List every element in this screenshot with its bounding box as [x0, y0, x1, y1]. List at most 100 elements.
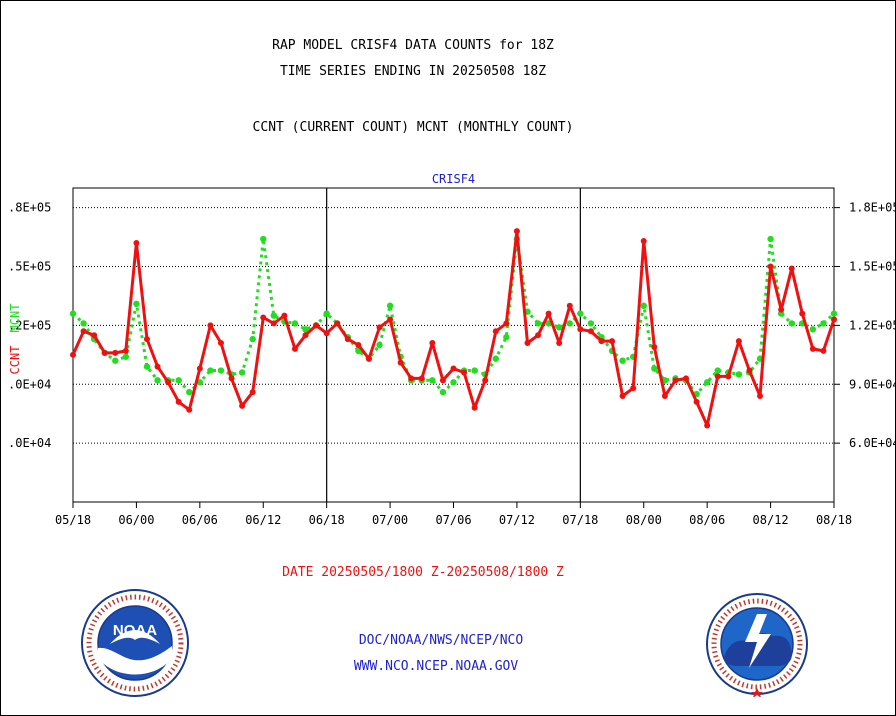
data-point-mcnt — [376, 341, 383, 349]
nco-website-link[interactable]: WWW.NCO.NCEP.NOAA.GOV — [353, 659, 519, 674]
data-point-ccnt — [397, 359, 404, 366]
data-point-mcnt — [788, 320, 795, 327]
data-point-mcnt — [291, 320, 299, 327]
data-point-ccnt — [313, 322, 320, 329]
data-point-ccnt — [323, 330, 330, 337]
data-point-ccnt — [291, 345, 298, 352]
data-point-ccnt — [217, 340, 224, 347]
x-tick-label: 07/06 — [435, 513, 471, 527]
data-point-ccnt — [566, 302, 573, 309]
data-point-ccnt — [260, 314, 267, 321]
data-point-ccnt — [788, 265, 795, 272]
data-point-mcnt — [154, 377, 161, 384]
data-point-ccnt — [471, 404, 478, 411]
y-tick-label-left: .5E+05 — [8, 260, 51, 274]
x-tick-label: 07/00 — [372, 513, 408, 527]
x-tick-label: 08/12 — [753, 513, 789, 527]
data-point-ccnt — [355, 342, 362, 348]
data-point-mcnt — [323, 310, 330, 317]
data-point-ccnt — [683, 375, 690, 382]
data-point-mcnt — [260, 235, 267, 243]
data-point-ccnt — [513, 228, 520, 235]
y-tick-label-right: 1.5E+05 — [849, 260, 896, 274]
y-tick-label-left: .2E+05 — [8, 318, 51, 332]
data-point-mcnt — [143, 363, 151, 370]
data-point-ccnt — [334, 320, 341, 327]
data-point-ccnt — [577, 326, 584, 333]
data-point-ccnt — [609, 338, 616, 345]
data-point-mcnt — [217, 367, 225, 374]
data-point-ccnt — [270, 320, 277, 327]
data-point-ccnt — [239, 402, 246, 409]
data-point-ccnt — [186, 406, 193, 413]
y-tick-label-right: 9.0E+04 — [849, 377, 896, 391]
data-point-mcnt — [587, 320, 595, 327]
y-axis-label-ccnt: CCNT — [8, 346, 22, 375]
data-point-ccnt — [70, 351, 76, 358]
noaa-logo: NOAA — [81, 589, 189, 697]
y-tick-label-left: .0E+04 — [8, 436, 51, 450]
x-tick-label: 07/12 — [499, 513, 535, 527]
data-point-ccnt — [587, 328, 594, 335]
data-point-ccnt — [492, 328, 499, 335]
data-point-ccnt — [482, 377, 489, 384]
data-point-ccnt — [365, 355, 372, 362]
data-point-ccnt — [735, 338, 742, 345]
data-point-ccnt — [524, 340, 531, 347]
data-point-mcnt — [577, 310, 584, 317]
nws-logo — [706, 593, 808, 697]
data-point-ccnt — [429, 340, 436, 347]
data-point-mcnt — [386, 302, 394, 309]
x-tick-label: 08/00 — [626, 513, 662, 527]
data-point-ccnt — [281, 312, 288, 319]
data-point-ccnt — [122, 347, 129, 354]
data-point-ccnt — [165, 379, 172, 386]
data-point-ccnt — [535, 332, 542, 339]
data-point-ccnt — [91, 332, 98, 339]
data-point-ccnt — [619, 393, 626, 400]
chart-title-line1: RAP MODEL CRISF4 DATA COUNTS for 18Z — [272, 38, 554, 53]
org-link[interactable]: DOC/NOAA/NWS/NCEP/NCO — [358, 633, 524, 648]
data-point-mcnt — [503, 333, 510, 341]
data-point-ccnt — [545, 310, 552, 317]
data-point-ccnt — [418, 375, 425, 382]
chart-title-line2: TIME SERIES ENDING IN 20250508 18Z — [279, 64, 547, 79]
data-point-ccnt — [249, 389, 256, 396]
data-point-ccnt — [175, 398, 182, 405]
x-tick-label: 06/12 — [245, 513, 281, 527]
data-point-ccnt — [112, 349, 119, 356]
data-point-ccnt — [228, 375, 235, 382]
data-point-ccnt — [820, 347, 827, 354]
data-point-ccnt — [757, 393, 764, 400]
data-point-ccnt — [80, 328, 87, 335]
data-point-mcnt — [735, 371, 743, 378]
data-point-ccnt — [344, 336, 351, 343]
y-tick-label-right: 1.2E+05 — [849, 318, 896, 332]
data-point-ccnt — [450, 365, 457, 372]
data-point-mcnt — [133, 300, 140, 307]
data-point-mcnt — [439, 388, 447, 396]
data-point-mcnt — [640, 302, 647, 309]
data-point-ccnt — [556, 340, 563, 347]
data-point-mcnt — [112, 357, 119, 364]
data-point-ccnt — [704, 422, 711, 429]
data-point-ccnt — [207, 322, 214, 329]
data-point-ccnt — [101, 349, 108, 356]
data-point-mcnt — [249, 335, 256, 343]
date-range-label: DATE 20250505/1800 Z-20250508/1800 Z — [282, 565, 564, 580]
data-point-ccnt — [809, 345, 816, 352]
data-point-mcnt — [566, 320, 573, 327]
x-tick-label: 06/06 — [182, 513, 218, 527]
data-point-ccnt — [439, 377, 446, 384]
data-point-mcnt — [820, 320, 827, 327]
data-point-ccnt — [767, 263, 774, 270]
data-point-mcnt — [69, 310, 77, 317]
y-tick-label-left: .0E+04 — [8, 377, 51, 391]
x-tick-label: 05/18 — [55, 513, 91, 527]
data-point-ccnt — [725, 373, 732, 380]
x-tick-label: 07/18 — [562, 513, 598, 527]
data-point-ccnt — [461, 369, 468, 376]
data-point-ccnt — [630, 385, 637, 392]
data-point-ccnt — [302, 332, 309, 339]
